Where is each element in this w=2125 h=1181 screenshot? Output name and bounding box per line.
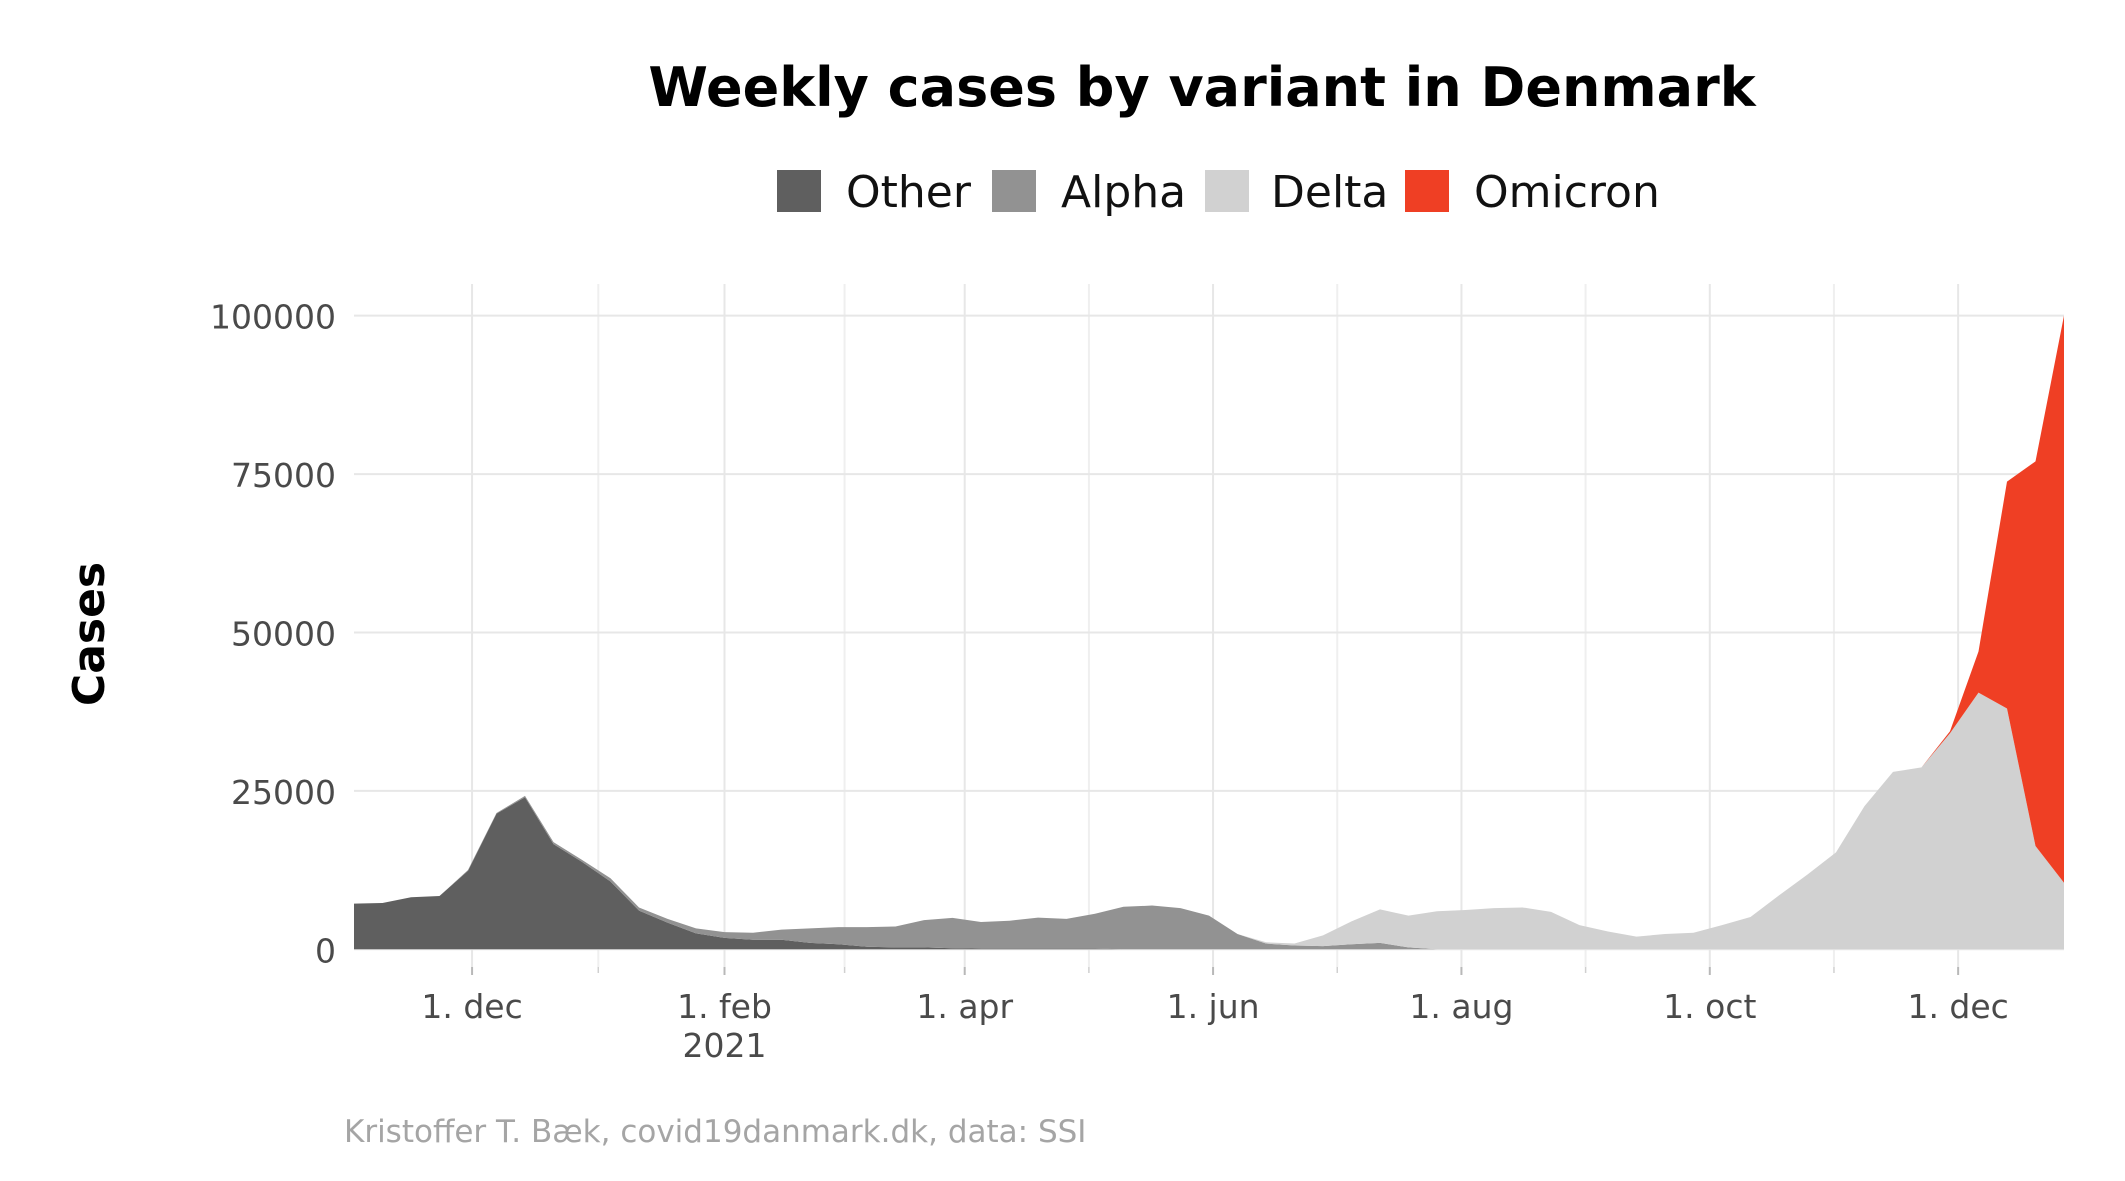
series-area-other	[354, 797, 2064, 950]
area-layer	[354, 315, 2064, 950]
y-axis-label: Cases	[64, 562, 115, 706]
legend-label-alpha: Alpha	[1061, 167, 1186, 218]
series-area-delta	[354, 692, 2064, 950]
legend-label-other: Other	[846, 167, 972, 218]
y-tick-label-75000: 75000	[231, 456, 336, 495]
chart-title: Weekly cases by variant in Denmark	[648, 56, 1756, 119]
legend-label-delta: Delta	[1271, 167, 1388, 218]
x-tick-label-1-dec-6: 1. dec	[1907, 987, 2008, 1026]
y-tick-label-100000: 100000	[210, 298, 336, 337]
series-area-alpha	[354, 795, 2064, 950]
legend: Other Alpha Delta Omicron	[777, 167, 1660, 218]
x-tick-label-1-oct-5: 1. oct	[1663, 987, 1756, 1026]
x-tick-sublabel-2021: 2021	[683, 1026, 767, 1065]
x-tick-label-1-dec-0: 1. dec	[421, 987, 522, 1026]
x-tick-label-1-aug-4: 1. aug	[1409, 987, 1513, 1026]
legend-label-omicron: Omicron	[1474, 167, 1660, 218]
x-tick-label-1-apr-2: 1. apr	[916, 987, 1013, 1026]
y-tick-label-0: 0	[315, 931, 336, 970]
x-tick-label-1-jun-3: 1. jun	[1167, 987, 1260, 1026]
y-tick-label-25000: 25000	[231, 773, 336, 812]
legend-swatch-delta	[1205, 170, 1249, 212]
y-tick-label-50000: 50000	[231, 614, 336, 653]
caption: Kristoffer T. Bæk, covid19danmark.dk, da…	[344, 1114, 1086, 1150]
x-tick-label-1-feb-1: 1. feb	[677, 987, 772, 1026]
plot-background	[354, 284, 2064, 967]
legend-swatch-omicron	[1405, 170, 1449, 212]
legend-swatch-alpha	[992, 170, 1036, 212]
plot-panel	[354, 284, 2064, 967]
legend-swatch-other	[777, 170, 821, 212]
